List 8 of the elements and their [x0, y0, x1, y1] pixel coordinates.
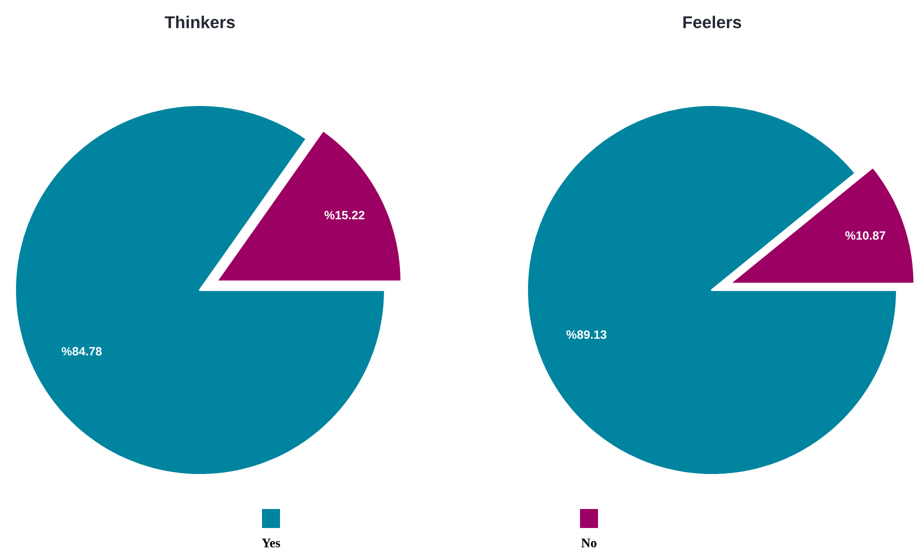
data-label: %89.13 — [566, 330, 606, 339]
chart-title: Thinkers — [164, 16, 235, 28]
chart-title: Feelers — [683, 16, 742, 28]
legend-label: Yes — [262, 538, 280, 548]
data-label: %84.78 — [62, 347, 102, 356]
data-label: %10.87 — [845, 231, 886, 240]
data-label: %15.22 — [324, 210, 364, 220]
legend-label: No — [581, 538, 596, 548]
